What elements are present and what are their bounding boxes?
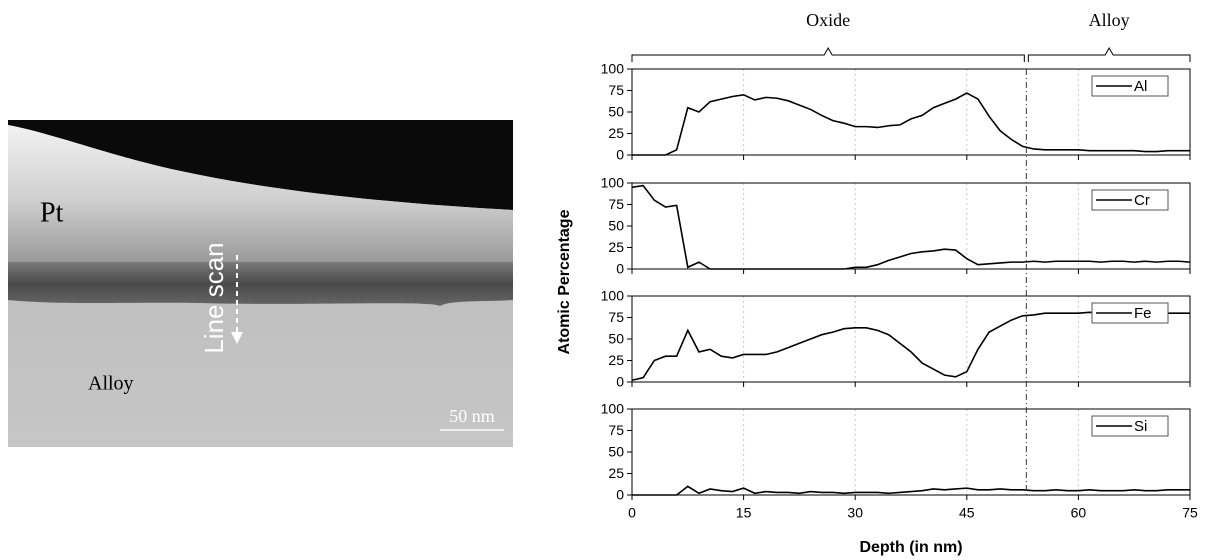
data-line — [632, 485, 1190, 496]
image-label: Pt — [40, 197, 64, 228]
x-tick-label: 15 — [736, 505, 752, 521]
vacuum-region — [8, 120, 513, 210]
y-tick-label: 100 — [601, 401, 625, 417]
y-tick-label: 100 — [601, 61, 625, 77]
y-tick-label: 50 — [608, 444, 624, 460]
y-tick-label: 25 — [608, 465, 624, 481]
x-axis-label: Depth (in nm) — [859, 539, 962, 556]
y-tick-label: 100 — [601, 175, 625, 191]
y-tick-label: 0 — [616, 374, 624, 390]
legend-label: Al — [1134, 78, 1147, 95]
y-tick-label: 50 — [608, 218, 624, 234]
region-label: Oxide — [806, 10, 850, 30]
y-tick-label: 75 — [608, 196, 624, 212]
y-tick-label: 25 — [608, 239, 624, 255]
data-line — [632, 92, 1190, 156]
data-line — [631, 184, 1191, 270]
y-tick-label: 0 — [616, 261, 624, 277]
oxide-layer — [8, 262, 513, 306]
y-tick-label: 50 — [608, 331, 624, 347]
x-tick-label: 0 — [628, 505, 636, 521]
y-tick-label: 75 — [608, 82, 624, 98]
image-label: Alloy — [88, 373, 134, 395]
y-tick-label: 50 — [608, 104, 624, 120]
x-tick-label: 45 — [959, 505, 975, 521]
y-tick-label: 25 — [608, 125, 624, 141]
y-tick-label: 0 — [616, 147, 624, 163]
y-tick-label: 25 — [608, 352, 624, 368]
region-label: Alloy — [1089, 10, 1130, 30]
legend-label: Fe — [1134, 305, 1152, 322]
x-tick-label: 30 — [847, 505, 863, 521]
scale-bar-label: 50 nm — [449, 406, 495, 426]
y-tick-label: 75 — [608, 309, 624, 325]
image-label: Line scan — [199, 242, 229, 353]
region-bracket — [631, 46, 1025, 62]
y-tick-label: 0 — [616, 487, 624, 503]
y-tick-label: 100 — [601, 288, 625, 304]
legend-label: Si — [1134, 418, 1147, 435]
micrograph: Pt Line scan Alloy 50 nm — [8, 120, 513, 447]
scan-arrow — [231, 332, 243, 344]
region-bracket — [1027, 46, 1191, 62]
pt-layer — [8, 125, 513, 262]
legend-label: Cr — [1134, 192, 1150, 209]
y-tick-label: 75 — [608, 422, 624, 438]
y-axis-label: Atomic Percentage — [556, 209, 573, 354]
plots: 0 25 50 75 100 Al 0 25 50 75 100 Cr 0 25 50 75 100 Fe 0 25 5… — [556, 10, 1198, 556]
x-tick-label: 60 — [1071, 505, 1087, 521]
x-tick-label: 75 — [1182, 505, 1198, 521]
